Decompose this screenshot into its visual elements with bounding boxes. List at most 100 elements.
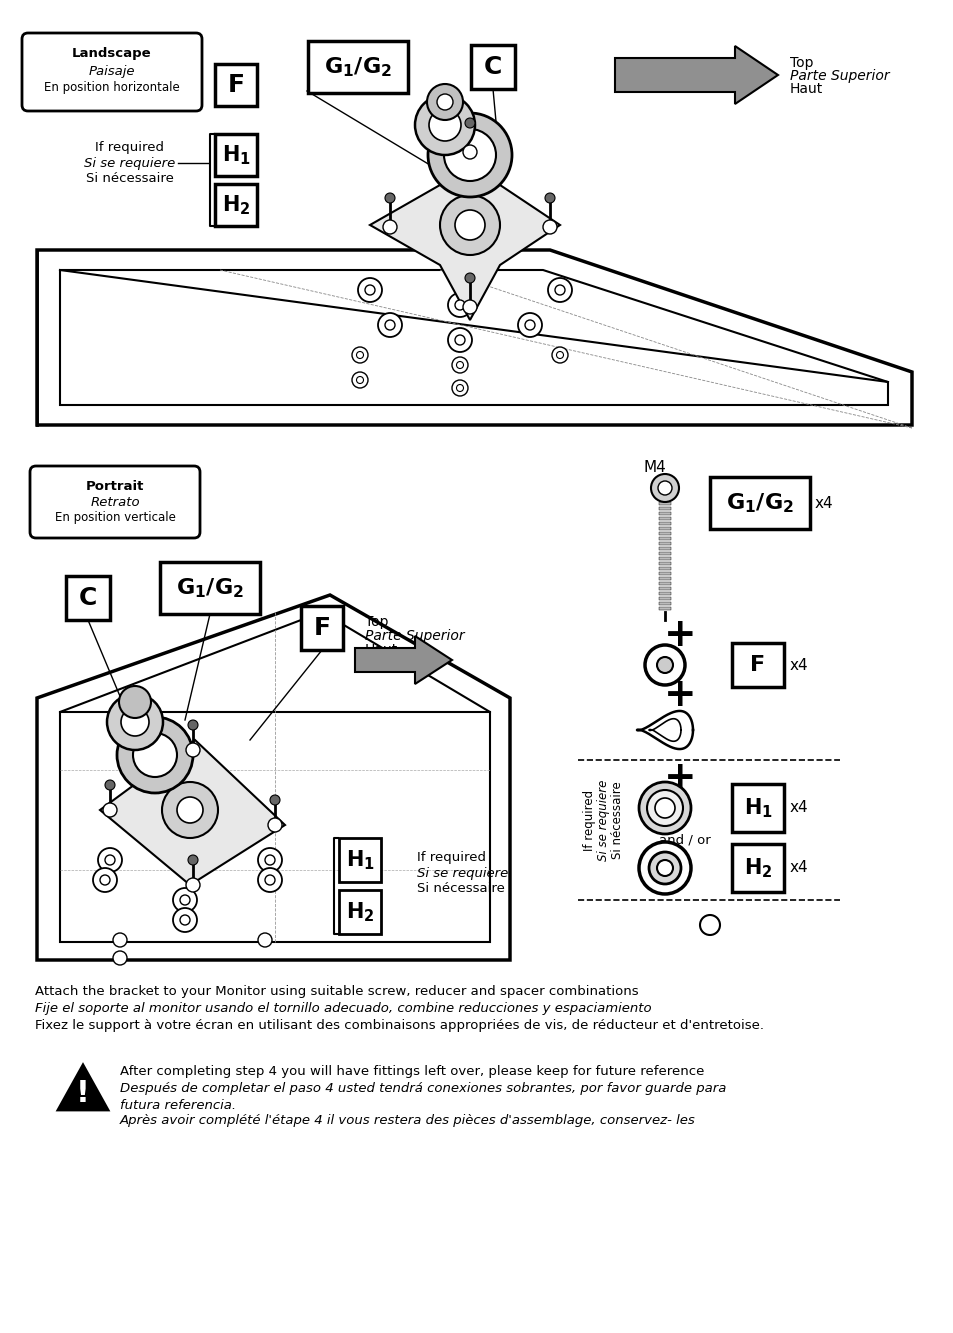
Bar [659, 583, 670, 585]
Text: Portrait: Portrait [86, 480, 144, 492]
Text: If required: If required [583, 789, 596, 850]
Circle shape [427, 84, 462, 120]
Polygon shape [60, 271, 887, 405]
Text: +: + [663, 676, 696, 714]
Text: Top: Top [789, 56, 813, 71]
Bar [659, 592, 670, 595]
Circle shape [180, 894, 190, 905]
Polygon shape [60, 612, 490, 942]
Polygon shape [370, 131, 559, 320]
Bar [659, 572, 670, 575]
Circle shape [639, 842, 690, 894]
Bar [659, 512, 670, 515]
Circle shape [92, 868, 117, 892]
Circle shape [436, 95, 453, 111]
Circle shape [464, 119, 475, 128]
Text: $\mathbf{H_1}$: $\mathbf{H_1}$ [345, 848, 375, 872]
Bar [471, 45, 515, 89]
Polygon shape [58, 1065, 108, 1110]
Text: Si nécessaire: Si nécessaire [86, 172, 173, 184]
Text: Parte Superior: Parte Superior [365, 629, 464, 643]
Circle shape [655, 798, 675, 818]
Bar [731, 844, 783, 892]
Bar [659, 552, 670, 555]
Circle shape [464, 273, 475, 283]
Text: Si se requiere: Si se requiere [84, 156, 175, 169]
Circle shape [455, 211, 484, 240]
Circle shape [657, 860, 672, 876]
Polygon shape [37, 595, 510, 960]
Text: Fije el soporte al monitor usando el tornillo adecuado, combine reducciones y es: Fije el soporte al monitor usando el tor… [35, 1002, 651, 1014]
Circle shape [542, 220, 557, 235]
Text: and / or: and / or [659, 833, 710, 846]
Text: x4: x4 [789, 657, 808, 673]
Circle shape [112, 933, 127, 946]
Circle shape [188, 854, 198, 865]
Bar [659, 577, 670, 580]
Text: Si nécessaire: Si nécessaire [611, 781, 624, 858]
Circle shape [556, 352, 563, 359]
Text: Fixez le support à votre écran en utilisant des combinaisons appropriées de vis,: Fixez le support à votre écran en utilis… [35, 1018, 763, 1032]
Text: If required: If required [95, 140, 164, 153]
Circle shape [452, 357, 468, 373]
Text: x4: x4 [814, 496, 833, 511]
Circle shape [644, 645, 684, 685]
Text: $\mathbf{H_2}$: $\mathbf{H_2}$ [743, 856, 772, 880]
Bar [659, 503, 670, 505]
Circle shape [257, 848, 282, 872]
Bar [731, 784, 783, 832]
Circle shape [456, 361, 463, 368]
Circle shape [356, 376, 363, 384]
Circle shape [385, 320, 395, 331]
Text: $\mathbf{H_1}$: $\mathbf{H_1}$ [221, 143, 251, 167]
Bar [659, 567, 670, 571]
Circle shape [352, 347, 368, 363]
Text: futura referencia.: futura referencia. [120, 1098, 236, 1112]
Circle shape [352, 372, 368, 388]
Bar [338, 838, 380, 882]
Bar [308, 41, 408, 93]
FancyBboxPatch shape [30, 467, 200, 539]
Bar [731, 643, 783, 686]
Text: +: + [663, 758, 696, 797]
Circle shape [356, 352, 363, 359]
Circle shape [443, 129, 496, 181]
Text: Attach the bracket to your Monitor using suitable screw, reducer and spacer comb: Attach the bracket to your Monitor using… [35, 985, 638, 998]
Circle shape [357, 279, 381, 303]
Circle shape [132, 733, 177, 777]
Circle shape [112, 950, 127, 965]
Text: En position verticale: En position verticale [54, 512, 175, 524]
Circle shape [456, 384, 463, 392]
Circle shape [428, 113, 512, 197]
Circle shape [103, 802, 117, 817]
Bar [659, 507, 670, 511]
Polygon shape [37, 251, 911, 425]
Polygon shape [615, 47, 778, 104]
Circle shape [429, 109, 460, 141]
Text: Après avoir complété l'étape 4 il vous restera des pièces d'assemblage, conserve: Après avoir complété l'étape 4 il vous r… [120, 1114, 695, 1126]
Circle shape [700, 914, 720, 934]
Circle shape [382, 220, 396, 235]
FancyBboxPatch shape [22, 33, 202, 111]
Bar [214, 64, 256, 107]
Text: !: ! [76, 1078, 90, 1108]
Bar [659, 527, 670, 531]
Circle shape [172, 888, 196, 912]
Bar [214, 184, 256, 227]
Bar [659, 597, 670, 600]
Text: C: C [483, 55, 501, 79]
Bar [709, 477, 809, 529]
Circle shape [98, 848, 122, 872]
Text: F: F [314, 616, 330, 640]
Circle shape [544, 193, 555, 203]
Bar [301, 607, 343, 651]
Text: x4: x4 [789, 801, 808, 816]
Circle shape [439, 195, 499, 255]
Bar [659, 563, 670, 565]
Circle shape [555, 285, 564, 295]
Circle shape [186, 878, 200, 892]
Text: C: C [79, 587, 97, 611]
Text: $\mathbf{H_2}$: $\mathbf{H_2}$ [345, 900, 374, 924]
Bar [659, 543, 670, 545]
Circle shape [117, 717, 193, 793]
